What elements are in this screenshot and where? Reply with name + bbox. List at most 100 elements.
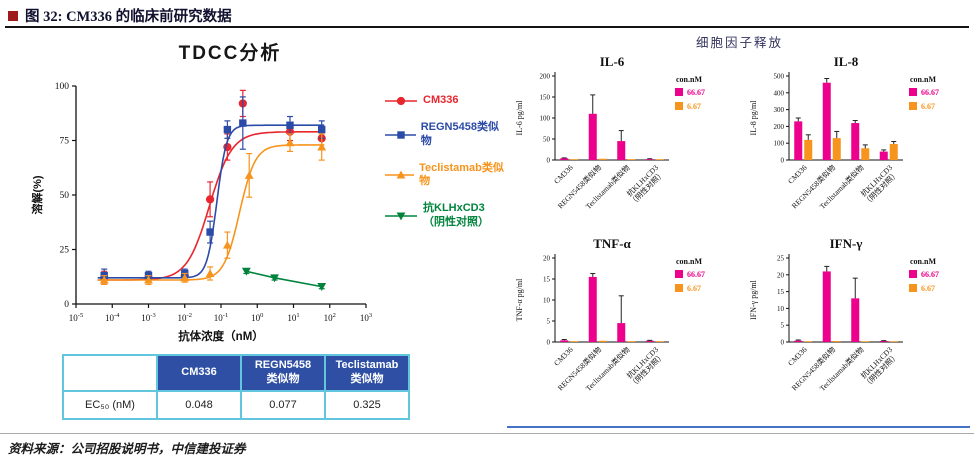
square-icon [385,131,416,139]
cytokine-chart-grid: IL-6 IL-6 pg/ml 0 50 100 150 200 CM336 REGN5458类… [511,52,973,416]
svg-text:15: 15 [777,288,785,296]
series-Teclistamab类似物 [97,133,327,285]
svg-text:300: 300 [774,106,785,114]
ec50-blank-cell [62,354,158,392]
svg-text:101: 101 [287,312,299,323]
tdcc-legend: CM336 REGN5458类似物 Teclistamab类似物抗KLHxCD3 （… [384,94,504,243]
svg-text:15: 15 [543,276,551,284]
svg-text:CM336: CM336 [552,163,575,186]
svg-text:TNF-α: TNF-α [593,236,631,251]
cytokine-panel-rule [507,426,970,428]
svg-text:CM336: CM336 [786,163,809,186]
triangle-up-icon [385,170,415,179]
svg-text:0: 0 [64,300,69,310]
svg-text:400: 400 [774,89,785,97]
svg-text:抗体浓度（nM）: 抗体浓度（nM） [178,329,264,343]
bar-chart-TNF-α: TNF-α TNF-α pg/ml 0 5 10 15 20 CM336 REGN5458类似物… [511,234,739,416]
svg-text:溶解(%): 溶解(%) [30,175,44,214]
svg-text:50: 50 [543,136,551,144]
svg-text:20: 20 [777,271,785,279]
svg-text:IFN-γ: IFN-γ [830,236,863,251]
svg-text:0: 0 [781,339,785,347]
svg-text:6.67: 6.67 [687,102,701,111]
svg-text:10-4: 10-4 [105,312,120,323]
ec50-row-header: EC₅₀ (nM) [62,390,158,420]
legend-label: Teclistamab类似物 [419,161,504,188]
svg-text:200: 200 [540,73,551,81]
svg-text:100: 100 [540,115,551,123]
svg-text:10-2: 10-2 [178,312,192,323]
svg-text:20: 20 [543,255,551,263]
svg-text:IL-8: IL-8 [834,54,859,69]
svg-text:0: 0 [781,157,785,165]
svg-text:103: 103 [360,312,372,323]
svg-text:0: 0 [547,157,551,165]
bar-chart-IL-6: IL-6 IL-6 pg/ml 0 50 100 150 200 CM336 REGN5458类… [511,52,739,234]
legend-item-1: REGN5458类似物 [384,121,504,149]
svg-text:500: 500 [774,73,785,81]
svg-text:IL-6: IL-6 [600,54,625,69]
bar-chart-IFN-γ: IFN-γ IFN-γ pg/ml 0 5 10 15 20 25 CM336 REGN5458类… [745,234,973,416]
svg-text:100: 100 [55,82,70,92]
svg-text:102: 102 [324,312,336,323]
legend-item-2: Teclistamab类似物 [384,162,504,190]
bar-chart-IL-8: IL-8 IL-8 pg/ml 0 100 200 300 400 500 CM336 REGN5… [745,52,973,234]
figure-header: 图 32: CM336 的临床前研究数据 [8,5,232,26]
ec50-table: CM336 REGN5458 类似物 Teclistamab 类似物 EC₅₀ (nM) 0… [62,354,410,420]
svg-text:150: 150 [540,94,551,102]
svg-text:50: 50 [60,191,70,201]
svg-text:25: 25 [60,246,70,256]
svg-text:66.67: 66.67 [921,88,939,97]
ec50-col-header: Teclistamab 类似物 [324,354,410,392]
svg-text:100: 100 [251,312,263,323]
svg-text:TNF-α pg/ml: TNF-α pg/ml [515,278,524,321]
legend-label: 抗KLHxCD3 （阴性对照） [423,202,489,228]
circle-icon [385,96,417,106]
svg-text:66.67: 66.67 [687,88,705,97]
svg-text:6.67: 6.67 [921,102,935,111]
svg-text:10-5: 10-5 [69,312,83,323]
svg-text:con.nM: con.nM [910,75,936,84]
svg-text:0: 0 [547,339,551,347]
svg-text:25: 25 [777,255,785,263]
svg-text:66.67: 66.67 [687,270,705,279]
svg-text:6.67: 6.67 [687,284,701,293]
svg-text:IFN-γ pg/ml: IFN-γ pg/ml [749,279,758,320]
legend-item-3: 抗KLHxCD3 （阴性对照） [384,202,504,230]
series-CM336 [97,89,326,285]
tdcc-panel: TDCC分析 10-5 10-4 10-3 10-2 10-1 100 101 102 103 0… [0,30,505,432]
source-note: 资料来源：公司招股说明书，中信建投证券 [8,442,246,456]
bar-chart-svg-IL-6: IL-6IL-6 pg/ml050100150200CM336REGN5458类… [515,54,705,211]
svg-text:CM336: CM336 [786,345,809,368]
svg-text:200: 200 [774,123,785,131]
svg-text:con.nM: con.nM [910,257,936,266]
ec50-value-cell: 0.077 [240,390,326,420]
tdcc-chart-title: TDCC分析 [178,43,282,64]
svg-text:IL-8 pg/ml: IL-8 pg/ml [749,100,758,136]
series-REGN5458类似物 [97,96,326,283]
ec50-col-header: CM336 [156,354,242,392]
svg-text:75: 75 [60,137,70,147]
svg-text:66.67: 66.67 [921,270,939,279]
svg-text:10: 10 [543,297,551,305]
legend-item-0: CM336 [384,94,504,108]
svg-text:con.nM: con.nM [676,75,702,84]
svg-text:con.nM: con.nM [676,257,702,266]
series-抗KLHxCD3（阴性对照） [241,267,327,291]
ec50-value-cell: 0.325 [324,390,410,420]
bar-chart-svg-IL-8: IL-8IL-8 pg/ml0100200300400500CM336REGN5… [749,54,939,211]
ec50-value-cell: 0.048 [156,390,242,420]
legend-label: CM336 [423,94,459,107]
svg-text:100: 100 [774,140,785,148]
figure-bullet-icon [8,10,18,21]
svg-text:CM336: CM336 [552,345,575,368]
svg-text:10-1: 10-1 [214,312,228,323]
cytokine-panel: 细胞因子释放 IL-6 IL-6 pg/ml 0 50 100 150 200 CM336 RE… [505,30,974,432]
header-rule [5,26,969,28]
svg-text:IL-6 pg/ml: IL-6 pg/ml [515,100,524,136]
triangle-down-icon [385,212,417,221]
svg-text:5: 5 [781,322,785,330]
svg-text:5: 5 [547,318,551,326]
